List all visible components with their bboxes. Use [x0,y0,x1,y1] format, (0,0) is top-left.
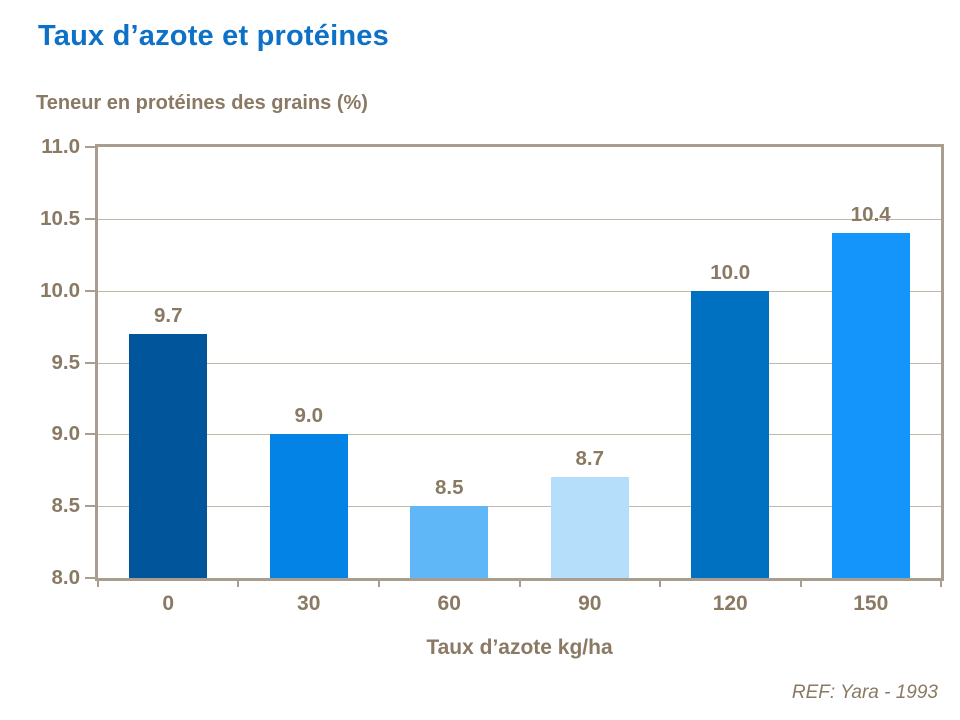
x-tick-label: 30 [297,592,321,615]
y-tick-label: 10.5 [40,206,80,230]
bar-value-label: 9.0 [294,404,323,428]
y-tick-mark [85,217,98,220]
x-tick-mark [518,578,521,587]
y-tick-label: 9.5 [51,350,81,374]
y-tick-label: 9.0 [51,422,81,446]
bar [831,233,910,578]
y-tick-label: 11.0 [41,135,80,158]
bar-value-label: 8.7 [575,447,604,471]
x-tick-mark [377,578,380,587]
gridline [98,506,941,508]
gridline [98,434,941,436]
y-tick-mark [85,361,98,364]
x-tick-label: 120 [712,592,748,615]
x-axis-title: Taux d’azote kg/ha [426,636,613,659]
bar [410,506,489,578]
bar [129,333,208,578]
y-axis: 8.0 8.5 9.0 9.5 10.0 10.5 11.0 [0,135,98,589]
x-tick-label: 150 [853,592,889,615]
x-tick-label: 60 [437,592,461,615]
bar-value-label: 9.7 [153,303,183,327]
y-tick-mark [85,289,98,292]
gridline [98,218,941,220]
bar [269,434,348,578]
bar [691,290,770,578]
y-axis-title: Teneur en protéines des grains (%) [36,92,368,114]
y-tick-label: 8.5 [51,494,81,518]
y-tick-mark [85,505,98,508]
x-tick-mark [97,578,99,587]
x-tick-mark [940,578,942,587]
page-title: Taux d’azote et protéines [38,20,389,52]
x-tick-label: 90 [578,592,602,615]
y-tick-mark [85,146,98,148]
x-tick-label: 0 [162,592,175,615]
gridline [98,290,941,292]
x-tick-mark [237,578,240,587]
y-tick-mark [85,577,98,579]
bar-value-label: 8.5 [434,476,464,500]
y-tick-mark [85,433,98,436]
x-axis: 0 30 60 90 120 150 [97,578,942,638]
y-tick-label: 8.0 [51,566,81,589]
bar [550,477,629,578]
x-tick-mark [658,578,661,587]
bar-value-label: 10.0 [710,260,751,284]
plot-area: 9.7 9.0 8.5 8.7 10.0 10.4 [98,147,941,578]
x-tick-mark [799,578,802,587]
reference-note: REF: Yara - 1993 [791,682,938,703]
gridline [98,362,941,364]
bar-chart: 9.7 9.0 8.5 8.7 10.0 10.4 [95,144,944,581]
y-tick-label: 10.0 [40,278,80,302]
bar-value-label: 10.4 [850,203,891,227]
